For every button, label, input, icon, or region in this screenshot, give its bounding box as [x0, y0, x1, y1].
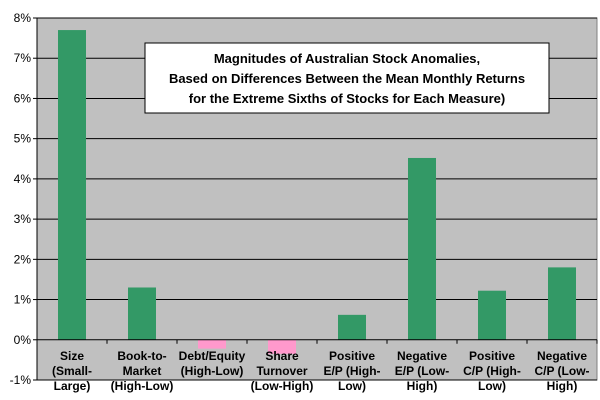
bar-8: [548, 267, 576, 340]
category-label-5: Positive E/P (High-Low): [323, 349, 380, 393]
category-label-8: Negative C/P (Low-High): [534, 349, 589, 393]
y-tick-label: 5%: [14, 132, 32, 146]
x-axis-category-labels: Size (Small-Large) Book-to-Market (High-Low…: [52, 349, 590, 393]
category-label-6: Negative E/P (Low-High): [395, 349, 449, 393]
bar-2: [128, 287, 156, 340]
y-tick-label: 2%: [14, 252, 32, 266]
y-tick-label: -1%: [10, 373, 32, 387]
chart-title: Magnitudes of Australian Stock Anomalies…: [169, 51, 525, 106]
bar-7: [478, 290, 506, 340]
y-tick-label: 6%: [14, 91, 32, 105]
axes: [33, 17, 598, 381]
category-label-1: Size (Small-Large): [52, 349, 92, 393]
bar-5: [338, 314, 366, 340]
y-tick-label: 1%: [14, 293, 32, 307]
y-tick-label: 0%: [14, 333, 32, 347]
category-label-3: Debt/Equity (High-Low): [179, 349, 246, 378]
bar-1: [58, 30, 86, 340]
bar-4: [268, 339, 296, 354]
y-axis-tick-labels: -1% 0% 1% 2% 3% 4% 5% 6% 7% 8%: [10, 11, 32, 387]
y-tick-label: 7%: [14, 51, 32, 65]
bar-6: [408, 157, 436, 340]
y-tick-label: 8%: [14, 11, 32, 25]
title-box: [144, 42, 550, 114]
category-label-2: Book-to-Market (High-Low): [111, 349, 174, 393]
bar-3: [198, 339, 226, 349]
category-label-7: Positive C/P (High-Low): [463, 349, 521, 393]
bars: [58, 30, 576, 354]
y-tick-label: 3%: [14, 212, 32, 226]
category-label-4: Share Turnover (Low-High): [251, 349, 314, 393]
y-tick-label: 4%: [14, 172, 32, 186]
chart-title-box: Magnitudes of Australian Stock Anomalies…: [144, 42, 550, 114]
